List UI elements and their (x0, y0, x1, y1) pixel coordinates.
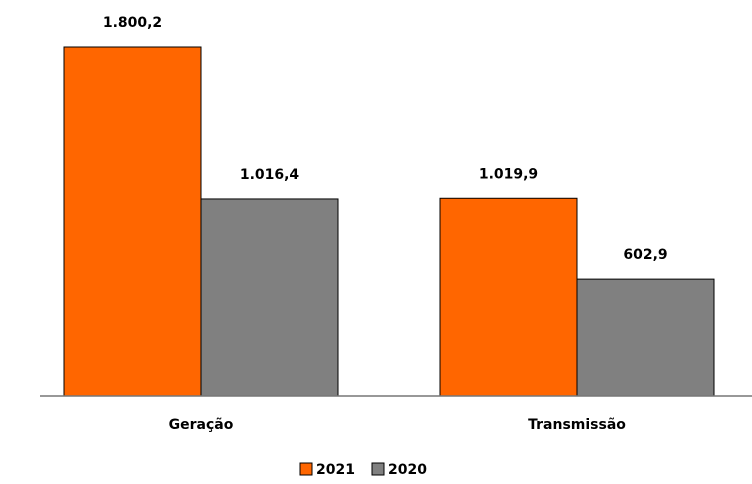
x-tick-label: Transmissão (528, 417, 626, 433)
value-label: 1.016,4 (240, 167, 300, 183)
legend-swatch (371, 462, 385, 476)
legend-label: 2021 (316, 462, 355, 478)
bar (439, 197, 578, 397)
x-tick-label: Geração (169, 417, 234, 433)
value-label: 602,9 (623, 247, 667, 263)
value-label: 1.800,2 (103, 15, 162, 31)
bar (63, 46, 202, 397)
bar (200, 198, 339, 397)
bar (576, 278, 715, 397)
legend-label: 2020 (388, 462, 427, 478)
value-label: 1.019,9 (479, 166, 538, 182)
legend-swatch (299, 462, 313, 476)
